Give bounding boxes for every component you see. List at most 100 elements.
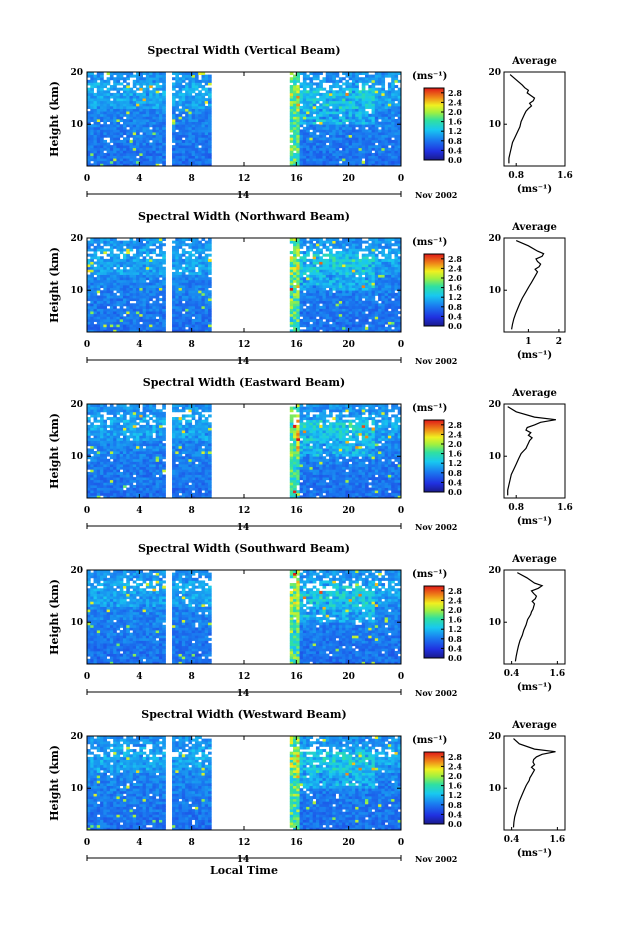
heatmap-cell <box>106 287 111 291</box>
heatmap-cell <box>374 292 379 296</box>
heatmap-cell <box>126 155 130 159</box>
heatmap-cell <box>93 111 98 115</box>
heatmap-cell <box>371 264 376 268</box>
heatmap-cell <box>361 266 366 270</box>
heatmap-cell <box>394 271 399 275</box>
heatmap-cell <box>342 308 346 312</box>
heatmap-cell <box>309 100 314 104</box>
heatmap-cell <box>90 258 94 262</box>
heatmap-cell <box>391 160 395 164</box>
heatmap-cell <box>188 103 193 107</box>
heatmap-cell <box>329 126 333 130</box>
heatmap-cell <box>185 258 189 262</box>
heatmap-cell <box>378 139 382 143</box>
heatmap-cell <box>126 100 130 104</box>
heatmap-cell <box>315 248 320 252</box>
heatmap-cell <box>188 279 193 283</box>
heatmap-cell <box>338 137 343 141</box>
heatmap-cell <box>322 243 327 247</box>
heatmap-cell <box>93 311 98 315</box>
heatmap-cell <box>181 139 186 143</box>
heatmap-cell <box>208 253 212 257</box>
heatmap-cell <box>145 139 150 143</box>
heatmap-cell <box>136 266 140 270</box>
heatmap-cell <box>119 163 124 167</box>
heatmap-cell <box>106 147 111 151</box>
heatmap-cell <box>106 298 111 302</box>
heatmap-cell <box>155 158 160 162</box>
heatmap-cell <box>384 292 389 296</box>
heatmap-cell <box>315 313 320 317</box>
heatmap-cell <box>348 298 353 302</box>
heatmap-cell <box>358 92 363 96</box>
heatmap-cell <box>338 282 343 286</box>
heatmap-cell <box>198 321 202 325</box>
heatmap-cell <box>329 300 333 304</box>
heatmap-cell <box>175 326 179 330</box>
heatmap-cell <box>158 145 163 149</box>
heatmap-cell <box>384 134 389 138</box>
heatmap-cell <box>194 303 199 307</box>
heatmap-cell <box>358 95 363 99</box>
heatmap-cell <box>315 108 320 112</box>
heatmap-cell <box>391 119 395 123</box>
heatmap-cell <box>119 98 124 102</box>
heatmap-cell <box>329 150 333 154</box>
heatmap-cell <box>345 74 350 78</box>
heatmap-cell <box>181 105 186 109</box>
heatmap-cell <box>345 313 350 317</box>
heatmap-cell <box>139 116 143 120</box>
heatmap-cell <box>149 240 153 244</box>
heatmap-cell <box>132 245 137 249</box>
heatmap-cell <box>329 329 333 333</box>
heatmap-cell <box>306 119 310 123</box>
heatmap-cell <box>384 258 389 262</box>
heatmap-cell <box>309 152 314 156</box>
heatmap-cell <box>371 248 376 252</box>
heatmap-cell <box>142 142 147 146</box>
heatmap-cell <box>312 116 317 120</box>
heatmap-cell <box>185 264 189 268</box>
heatmap-cell <box>361 324 366 328</box>
heatmap-cell <box>391 90 395 94</box>
heatmap-cell <box>371 121 376 125</box>
heatmap-cell <box>109 258 114 262</box>
heatmap-cell <box>397 238 402 242</box>
heatmap-cell <box>162 79 166 83</box>
heatmap-cell <box>322 308 327 312</box>
heatmap-cell <box>384 326 389 330</box>
heatmap-cell <box>191 145 196 149</box>
heatmap-cell <box>309 90 314 94</box>
heatmap-cell <box>103 116 108 120</box>
heatmap-cell <box>132 147 137 151</box>
heatmap-cell <box>188 282 193 286</box>
heatmap-cell <box>100 422 104 426</box>
heatmap-cell <box>188 313 193 317</box>
heatmap-cell <box>201 126 206 130</box>
heatmap-cell <box>201 103 206 107</box>
heatmap-cell <box>289 324 294 328</box>
heatmap-cell <box>358 313 363 317</box>
heatmap-cell <box>381 298 386 302</box>
heatmap-cell <box>345 285 350 289</box>
heatmap-cell <box>93 437 98 441</box>
heatmap-cell <box>371 279 376 283</box>
heatmap-cell <box>142 82 147 86</box>
heatmap-cell <box>93 464 98 468</box>
heatmap-cell <box>109 321 114 325</box>
heatmap-cell <box>365 305 369 309</box>
heatmap-cell <box>178 321 183 325</box>
heatmap-cell <box>208 129 212 133</box>
heatmap-cell <box>361 111 366 115</box>
heatmap-cell <box>329 137 333 141</box>
heatmap-cell <box>309 87 314 91</box>
heatmap-cell <box>158 98 163 102</box>
heatmap-cell <box>90 411 94 415</box>
heatmap-cell <box>155 245 160 249</box>
heatmap-cell <box>381 324 386 328</box>
heatmap-cell <box>158 108 163 112</box>
heatmap-cell <box>371 74 376 78</box>
heatmap-cell <box>293 256 297 260</box>
heatmap-cell <box>103 126 108 130</box>
heatmap-cell <box>172 77 176 81</box>
